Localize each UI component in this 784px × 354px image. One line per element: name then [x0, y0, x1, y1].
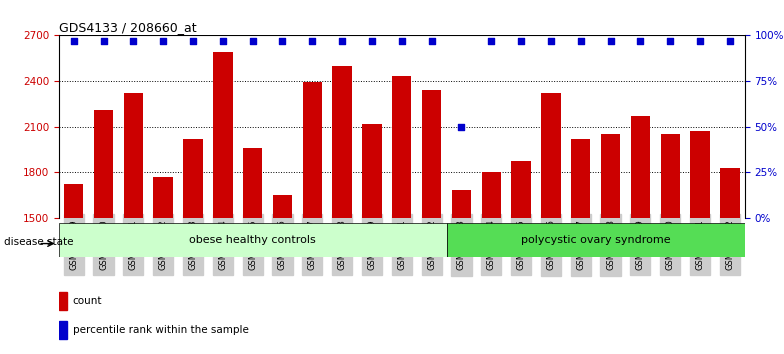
- Bar: [422, 90, 441, 218]
- Bar: [691, 131, 710, 218]
- Bar: [64, 184, 83, 218]
- Bar: [59, 223, 447, 257]
- Point: [216, 38, 229, 44]
- Point: [336, 38, 348, 44]
- Bar: [392, 76, 412, 218]
- Bar: [213, 52, 233, 218]
- Point: [365, 38, 378, 44]
- Text: polycystic ovary syndrome: polycystic ovary syndrome: [521, 235, 670, 245]
- Point: [604, 38, 617, 44]
- Bar: [362, 124, 382, 218]
- Point: [545, 38, 557, 44]
- Point: [426, 38, 438, 44]
- Bar: [183, 139, 203, 218]
- Point: [694, 38, 706, 44]
- Bar: [571, 139, 590, 218]
- Bar: [154, 177, 173, 218]
- Bar: [630, 116, 650, 218]
- Point: [485, 38, 498, 44]
- Point: [724, 38, 736, 44]
- Bar: [447, 223, 745, 257]
- Point: [456, 124, 468, 130]
- Bar: [59, 292, 67, 310]
- Point: [634, 38, 647, 44]
- Point: [246, 38, 259, 44]
- Point: [395, 38, 408, 44]
- Bar: [124, 93, 143, 218]
- Point: [575, 38, 587, 44]
- Point: [157, 38, 169, 44]
- Text: GDS4133 / 208660_at: GDS4133 / 208660_at: [59, 21, 197, 34]
- Point: [276, 38, 289, 44]
- Point: [306, 38, 318, 44]
- Bar: [511, 161, 531, 218]
- Bar: [332, 66, 352, 218]
- Bar: [273, 195, 292, 218]
- Text: disease state: disease state: [4, 238, 74, 247]
- Point: [127, 38, 140, 44]
- Text: percentile rank within the sample: percentile rank within the sample: [72, 325, 249, 335]
- Point: [187, 38, 199, 44]
- Point: [97, 38, 110, 44]
- Bar: [661, 134, 680, 218]
- Text: obese healthy controls: obese healthy controls: [189, 235, 316, 245]
- Point: [515, 38, 528, 44]
- Bar: [303, 82, 322, 218]
- Bar: [720, 167, 739, 218]
- Bar: [481, 172, 501, 218]
- Bar: [541, 93, 561, 218]
- Text: count: count: [72, 296, 102, 306]
- Bar: [59, 321, 67, 339]
- Bar: [94, 110, 113, 218]
- Bar: [601, 134, 620, 218]
- Bar: [243, 148, 263, 218]
- Point: [664, 38, 677, 44]
- Point: [67, 38, 80, 44]
- Bar: [452, 190, 471, 218]
